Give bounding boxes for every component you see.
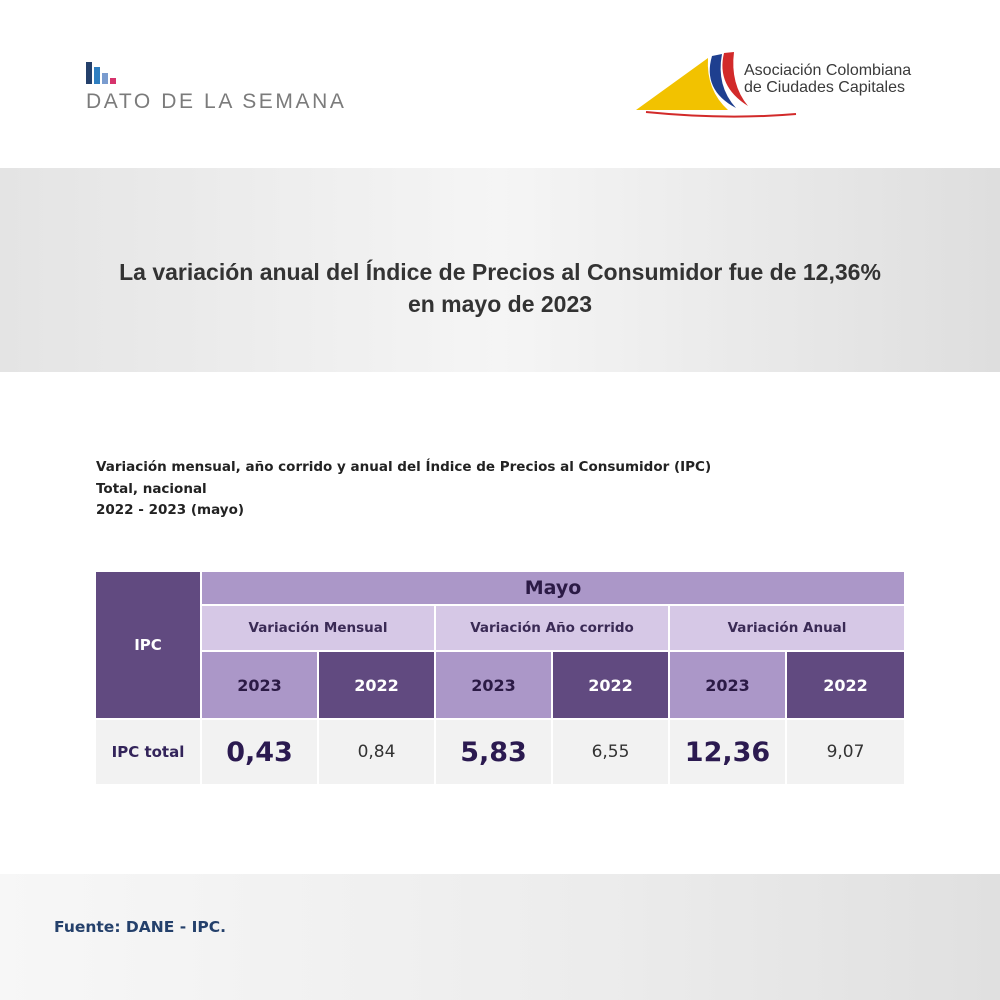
headline-band xyxy=(0,168,1000,372)
value-ano-corrido-2023: 5,83 xyxy=(436,720,551,784)
ipc-table: IPC Mayo Variación Mensual Variación Año… xyxy=(96,572,904,784)
row-header-ipc: IPC xyxy=(96,572,200,718)
headline-line2: en mayo de 2023 xyxy=(407,291,593,317)
brand: DATO DE LA SEMANA xyxy=(86,62,347,114)
footer-band xyxy=(0,874,1000,1000)
logo-text: Asociación Colombiana de Ciudades Capita… xyxy=(744,62,911,96)
logo-line2: de Ciudades Capitales xyxy=(744,79,905,96)
headline-line1: La variación anual del Índice de Precios… xyxy=(119,259,881,285)
group-header-mensual: Variación Mensual xyxy=(202,606,434,650)
value-mensual-2023: 0,43 xyxy=(202,720,317,784)
year-header: 2022 xyxy=(553,652,668,718)
logo-line1: Asociación Colombiana xyxy=(744,62,912,79)
row-label-ipc-total: IPC total xyxy=(96,720,200,784)
table-title-line2: Total, nacional xyxy=(96,481,207,497)
table-title-line1: Variación mensual, año corrido y anual d… xyxy=(96,459,712,475)
bar-chart-icon xyxy=(86,62,347,84)
source-note: Fuente: DANE - IPC. xyxy=(54,918,226,936)
year-header: 2022 xyxy=(787,652,904,718)
value-anual-2023: 12,36 xyxy=(670,720,785,784)
table-period: 2022 - 2023 (mayo) xyxy=(96,502,245,518)
logo-swoosh-icon xyxy=(636,52,797,118)
group-header-anual: Variación Anual xyxy=(670,606,904,650)
value-ano-corrido-2022: 6,55 xyxy=(553,720,668,784)
brand-label: DATO DE LA SEMANA xyxy=(86,90,347,113)
year-header: 2023 xyxy=(436,652,551,718)
association-logo: Asociación Colombiana de Ciudades Capita… xyxy=(636,50,936,120)
year-header: 2022 xyxy=(319,652,434,718)
group-header-ano-corrido: Variación Año corrido xyxy=(436,606,668,650)
value-anual-2022: 9,07 xyxy=(787,720,904,784)
year-header: 2023 xyxy=(202,652,317,718)
year-header: 2023 xyxy=(670,652,785,718)
value-mensual-2022: 0,84 xyxy=(319,720,434,784)
headline: La variación anual del Índice de Precios… xyxy=(0,256,1000,320)
month-header: Mayo xyxy=(202,572,904,604)
table-title: Variación mensual, año corrido y anual d… xyxy=(96,456,711,500)
